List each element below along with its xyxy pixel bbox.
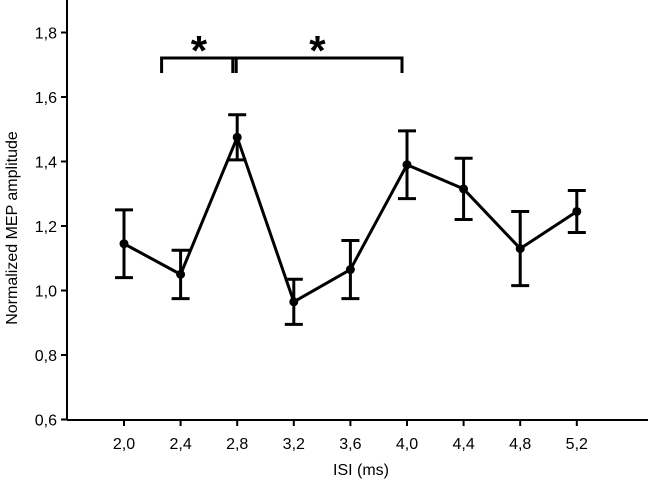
data-point	[459, 184, 469, 194]
y-tick-label: 1,8	[35, 26, 57, 43]
y-tick-label: 0,6	[35, 413, 57, 430]
data-point	[119, 239, 129, 249]
significance-star: *	[309, 27, 326, 74]
data-point	[402, 160, 412, 170]
annotations-layer: * *	[160, 27, 404, 74]
series-layer	[115, 113, 586, 326]
x-tick-label: 4,4	[452, 436, 474, 453]
y-tick-label: 1,6	[35, 90, 57, 107]
data-point	[572, 206, 582, 216]
x-tick-label: 3,2	[283, 436, 305, 453]
y-tick-label: 1,2	[35, 219, 57, 236]
y-tick-label: 0,8	[35, 348, 57, 365]
y-tick-label: 1,0	[35, 284, 57, 301]
x-tick-label: 2,4	[169, 436, 191, 453]
data-point	[176, 269, 186, 279]
x-axis-label: ISI (ms)	[333, 462, 389, 479]
x-tick-label: 2,0	[113, 436, 135, 453]
y-tick-label: 1,4	[35, 155, 57, 172]
significance-star: *	[191, 27, 208, 74]
data-point	[289, 297, 299, 307]
axes-layer: 0,6 0,8 1,0 1,2 1,4 1,6 1,8 2,0 2,4 2,8 3,2 3,6 4,0 4…	[35, 0, 648, 453]
x-tick-label: 5,2	[566, 436, 588, 453]
significance-bracket	[231, 56, 404, 73]
x-tick-label: 4,0	[396, 436, 418, 453]
significance-bracket	[160, 56, 238, 73]
data-point	[515, 244, 525, 254]
x-tick-label: 4,8	[509, 436, 531, 453]
data-point	[232, 132, 242, 142]
y-axis-label: Normalized MEP amplitude	[4, 131, 21, 325]
data-point	[345, 265, 355, 275]
x-tick-label: 2,8	[226, 436, 248, 453]
x-tick-label: 3,6	[339, 436, 361, 453]
